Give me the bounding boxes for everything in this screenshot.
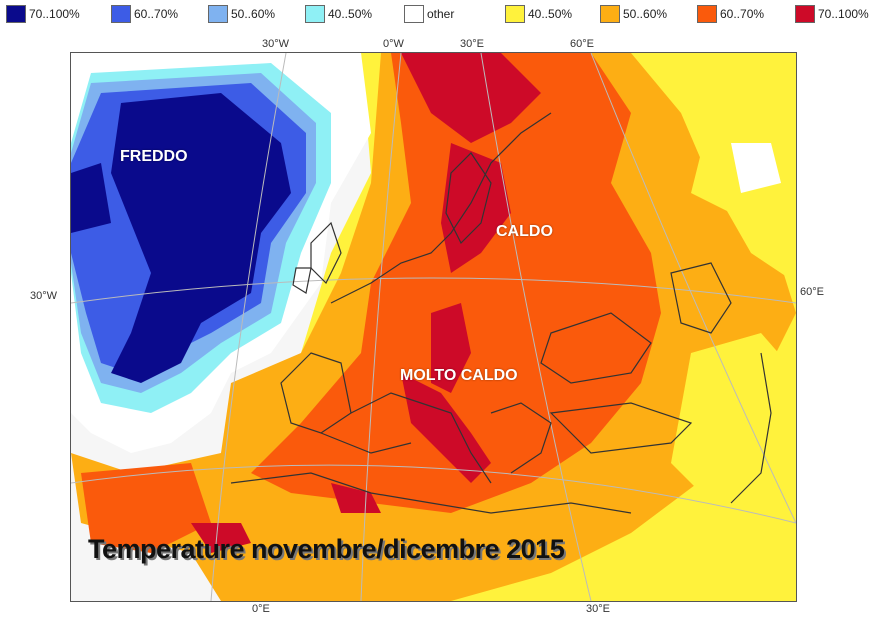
legend-item: 70..100% <box>795 5 869 23</box>
map-canvas <box>71 53 796 601</box>
label-caldo: CALDO <box>496 223 553 240</box>
coord-top-30e: 30°E <box>460 38 484 50</box>
legend-label: 70..100% <box>29 7 80 21</box>
legend-label: 40..50% <box>528 7 573 21</box>
probability-map <box>70 52 797 602</box>
legend-item: 50..60% <box>600 5 667 23</box>
legend-label: 40..50% <box>328 7 373 21</box>
legend-label: 70..100% <box>818 7 869 21</box>
legend-swatch <box>404 5 424 23</box>
legend-swatch <box>600 5 620 23</box>
legend-label: 60..70% <box>720 7 765 21</box>
legend-item: 60..70% <box>111 5 178 23</box>
legend-label: 50..60% <box>623 7 668 21</box>
legend-swatch <box>795 5 815 23</box>
legend-label: other <box>427 7 455 21</box>
legend-swatch <box>208 5 228 23</box>
legend-label: 60..70% <box>134 7 179 21</box>
legend-item: 70..100% <box>6 5 80 23</box>
label-molto-caldo: MOLTO CALDO <box>400 367 518 384</box>
coord-bottom-0e: 0°E <box>252 603 270 615</box>
map-title: Temperature novembre/dicembre 2015 <box>88 534 565 564</box>
legend-swatch <box>305 5 325 23</box>
legend-item: 60..70% <box>697 5 764 23</box>
coord-left-30w: 30°W <box>30 290 58 302</box>
coord-top-30w: 30°W <box>262 38 290 50</box>
legend-swatch <box>505 5 525 23</box>
map-legend: 70..100% 60..70% 50..60% 40..50% other 4… <box>0 2 895 26</box>
legend-swatch <box>111 5 131 23</box>
legend-swatch <box>697 5 717 23</box>
coord-top-0w: 0°W <box>383 38 404 50</box>
label-freddo: FREDDO <box>120 148 188 165</box>
legend-label: 50..60% <box>231 7 276 21</box>
legend-item: 40..50% <box>305 5 372 23</box>
coord-bottom-30e: 30°E <box>586 603 610 615</box>
coord-top-60e: 60°E <box>570 38 594 50</box>
legend-swatch <box>6 5 26 23</box>
coord-right-60e: 60°E <box>800 286 824 298</box>
legend-item: 40..50% <box>505 5 572 23</box>
legend-item: other <box>404 5 454 23</box>
legend-item: 50..60% <box>208 5 275 23</box>
